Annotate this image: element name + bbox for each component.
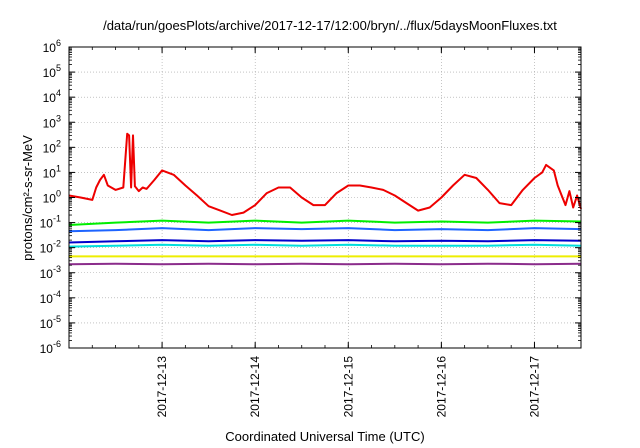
- series-line-2: [68, 227, 582, 233]
- x-axis-label: Coordinated Universal Time (UTC): [225, 429, 424, 444]
- y-tick-label: 103: [43, 113, 61, 130]
- series-line-3: [68, 243, 582, 248]
- y-axis-label: protons/cm²-s-sr-MeV: [20, 135, 35, 261]
- grid-lines: [69, 47, 581, 348]
- x-tick-label: 2017-12-14: [248, 356, 262, 418]
- series-line-0: [68, 132, 582, 216]
- y-axis: 10-6 10-5 10-4 10-3 10-2 10-1 100 101 102 103 104 1…: [40, 38, 581, 356]
- y-tick-label: 10-4: [40, 289, 61, 306]
- y-tick-label: 10-1: [40, 214, 61, 231]
- series-line-4: [68, 239, 582, 244]
- x-tick-label: 2017-12-13: [155, 356, 169, 418]
- y-tick-label: 106: [43, 38, 61, 55]
- x-tick-label: 2017-12-17: [527, 356, 541, 418]
- y-tick-label: 102: [43, 138, 61, 155]
- series-line-6: [68, 262, 582, 266]
- y-tick-label: 10-3: [40, 264, 61, 281]
- series-line-1: [68, 219, 582, 226]
- y-tick-label: 101: [43, 163, 61, 180]
- chart-title: /data/run/goesPlots/archive/2017-12-17/1…: [103, 18, 557, 33]
- series-layer: [68, 132, 582, 266]
- y-tick-label: 10-6: [40, 339, 61, 356]
- y-tick-label: 100: [43, 189, 61, 206]
- y-tick-label: 10-2: [40, 239, 61, 256]
- x-tick-label: 2017-12-16: [434, 356, 448, 418]
- x-tick-label: 2017-12-15: [341, 356, 355, 418]
- y-tick-label: 10-5: [40, 314, 61, 331]
- x-axis: 2017-12-13 2017-12-14 2017-12-15 2017-12-16…: [68, 47, 582, 418]
- y-tick-label: 104: [43, 88, 61, 105]
- y-tick-label: 105: [43, 63, 61, 80]
